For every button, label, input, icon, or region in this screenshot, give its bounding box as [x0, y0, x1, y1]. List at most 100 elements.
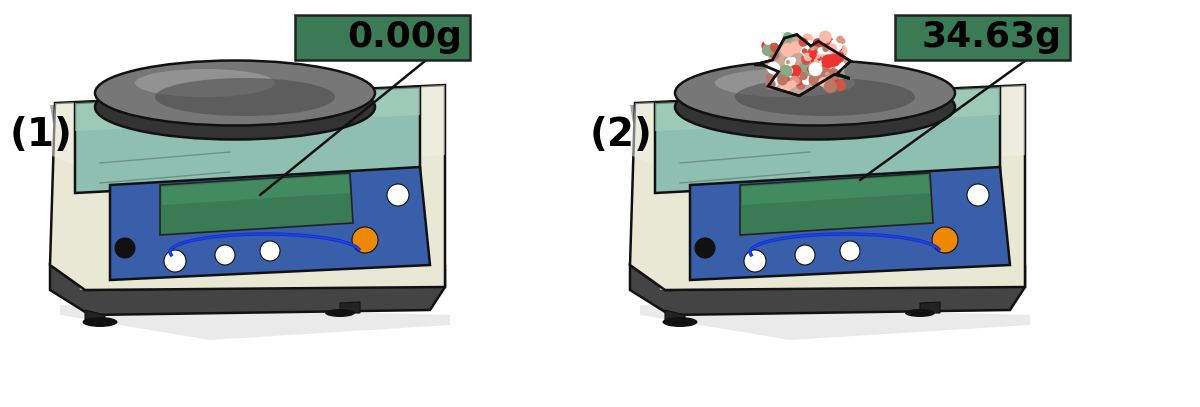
Circle shape [769, 72, 774, 76]
Circle shape [932, 227, 958, 253]
Circle shape [828, 81, 833, 86]
Ellipse shape [95, 61, 374, 125]
Circle shape [763, 35, 773, 45]
Polygon shape [160, 173, 353, 235]
Ellipse shape [325, 309, 355, 317]
Circle shape [814, 56, 822, 65]
Circle shape [818, 31, 832, 44]
Ellipse shape [905, 309, 935, 317]
Circle shape [834, 79, 846, 91]
Circle shape [822, 79, 834, 90]
Circle shape [810, 45, 815, 51]
Circle shape [830, 74, 839, 82]
Circle shape [835, 54, 844, 63]
Circle shape [767, 61, 778, 72]
Circle shape [785, 57, 794, 68]
Ellipse shape [734, 78, 916, 116]
Text: 34.63g: 34.63g [922, 20, 1062, 55]
Circle shape [786, 67, 793, 74]
Circle shape [790, 76, 799, 86]
Circle shape [823, 37, 834, 46]
Circle shape [766, 72, 774, 81]
Circle shape [824, 78, 836, 90]
Circle shape [799, 61, 812, 75]
Circle shape [822, 54, 835, 68]
Circle shape [744, 250, 766, 272]
Circle shape [805, 40, 816, 51]
Circle shape [770, 43, 779, 52]
Ellipse shape [155, 78, 335, 116]
Circle shape [770, 51, 779, 60]
Circle shape [780, 65, 792, 77]
Circle shape [810, 81, 817, 88]
Circle shape [790, 43, 800, 53]
Circle shape [164, 250, 186, 272]
Circle shape [802, 76, 811, 85]
Circle shape [786, 77, 791, 81]
Polygon shape [340, 302, 360, 313]
Circle shape [833, 43, 844, 53]
Circle shape [791, 83, 796, 87]
Circle shape [260, 241, 280, 261]
Circle shape [833, 68, 845, 80]
Circle shape [794, 64, 808, 76]
Polygon shape [742, 175, 930, 205]
Circle shape [817, 64, 829, 77]
Polygon shape [50, 85, 445, 170]
Polygon shape [162, 175, 350, 205]
Circle shape [766, 60, 778, 73]
Circle shape [827, 68, 840, 81]
Circle shape [809, 73, 822, 87]
Circle shape [352, 227, 378, 253]
Ellipse shape [95, 74, 374, 140]
Circle shape [821, 33, 829, 42]
Circle shape [824, 48, 838, 62]
Circle shape [840, 241, 860, 261]
Polygon shape [630, 105, 665, 290]
Circle shape [115, 238, 134, 258]
Ellipse shape [674, 61, 955, 125]
Circle shape [769, 52, 775, 58]
Polygon shape [630, 265, 1025, 315]
Circle shape [764, 46, 774, 55]
Circle shape [800, 40, 808, 48]
Circle shape [824, 72, 829, 76]
Circle shape [817, 47, 824, 55]
Circle shape [790, 41, 802, 53]
Polygon shape [754, 35, 851, 96]
Circle shape [815, 53, 821, 59]
Polygon shape [110, 167, 430, 280]
Circle shape [778, 75, 788, 85]
Polygon shape [630, 85, 1025, 290]
Circle shape [802, 53, 812, 63]
Ellipse shape [134, 69, 275, 97]
Polygon shape [665, 310, 685, 325]
Ellipse shape [674, 74, 955, 140]
Circle shape [802, 48, 808, 54]
Circle shape [799, 72, 808, 80]
Circle shape [790, 57, 796, 63]
Text: (1): (1) [10, 116, 73, 154]
Circle shape [836, 36, 844, 43]
Polygon shape [655, 87, 1000, 131]
Circle shape [796, 245, 815, 265]
Polygon shape [920, 302, 940, 313]
Polygon shape [74, 87, 420, 193]
Circle shape [806, 66, 812, 72]
Circle shape [820, 48, 832, 61]
Circle shape [772, 66, 778, 73]
Text: (2): (2) [590, 116, 653, 154]
Polygon shape [50, 265, 445, 315]
Circle shape [774, 50, 781, 57]
Circle shape [803, 49, 810, 57]
Polygon shape [50, 85, 445, 290]
Circle shape [818, 77, 828, 87]
Circle shape [761, 40, 773, 52]
Circle shape [816, 62, 823, 70]
Circle shape [782, 32, 793, 42]
Circle shape [828, 41, 841, 54]
Circle shape [788, 80, 797, 88]
Circle shape [832, 48, 835, 53]
Ellipse shape [715, 69, 854, 97]
Circle shape [782, 71, 794, 83]
